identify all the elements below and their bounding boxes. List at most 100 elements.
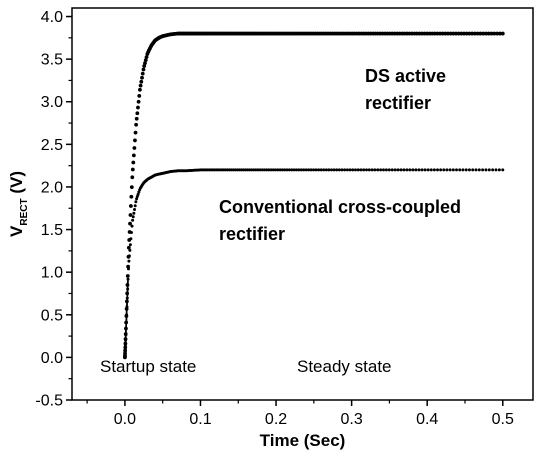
series-1-point xyxy=(423,168,427,172)
series-1-point xyxy=(260,168,264,172)
series-1-point xyxy=(309,168,313,172)
series-0-point xyxy=(486,31,491,36)
series-1-point xyxy=(467,168,471,172)
series-1-point xyxy=(245,168,249,172)
series-0-point xyxy=(498,31,502,36)
series-1-point xyxy=(304,168,308,172)
series-1-point xyxy=(387,168,391,172)
series-1-point xyxy=(267,168,271,172)
series-1-point xyxy=(133,204,137,208)
series-0-point xyxy=(446,31,450,36)
series-0-point xyxy=(440,31,445,36)
series-1-point xyxy=(396,168,400,172)
series-0-point xyxy=(473,31,477,36)
series-0-point xyxy=(462,31,466,36)
series-1-point xyxy=(131,215,135,219)
series-0-point xyxy=(131,153,136,158)
y-axis-title-unit: (V) xyxy=(7,171,26,198)
series-1-point xyxy=(271,168,275,172)
series-1-point xyxy=(367,168,371,172)
series-1-point xyxy=(370,168,374,172)
y-tick-label: 2.5 xyxy=(41,137,63,154)
series-1-point xyxy=(137,190,141,194)
series-1-point xyxy=(128,248,132,252)
series-1-point xyxy=(317,168,321,172)
series-0-point xyxy=(138,87,142,92)
series-1-point xyxy=(136,192,140,196)
series-1-point xyxy=(348,168,352,172)
series-1-point xyxy=(250,168,254,172)
series-1-point xyxy=(292,168,296,172)
series-1-point xyxy=(414,168,418,172)
series-1-point xyxy=(455,168,458,172)
series-1-point xyxy=(335,168,339,172)
series-0-point xyxy=(133,138,137,143)
series-0-point xyxy=(131,160,136,165)
series-0-point xyxy=(130,175,135,180)
series-1-point xyxy=(332,168,336,172)
series-0 xyxy=(123,31,505,360)
series-label-conventional-line2: rectifier xyxy=(219,224,285,244)
series-1-point xyxy=(435,168,439,172)
series-1-point xyxy=(312,168,316,172)
series-1-point xyxy=(302,168,306,172)
y-axis-title-main: V xyxy=(7,225,26,237)
series-0-point xyxy=(459,31,464,36)
y-axis-title-subscript: RECT xyxy=(19,198,30,225)
series-1-point xyxy=(314,168,318,172)
series-0-point xyxy=(125,274,130,278)
series-1-point xyxy=(362,168,366,172)
series-1-point xyxy=(258,168,262,172)
y-tick-label: 3.0 xyxy=(41,94,63,111)
series-1-point xyxy=(464,168,468,172)
y-tick-label: 2.0 xyxy=(41,179,63,196)
series-1-point xyxy=(432,168,436,172)
series-0-point xyxy=(143,58,148,63)
series-0-point xyxy=(500,31,505,36)
series-1-point xyxy=(379,168,383,172)
y-tick-label: -0.5 xyxy=(35,393,63,410)
series-1-point xyxy=(324,168,328,172)
series-1-point xyxy=(130,224,134,228)
series-1-point xyxy=(274,168,278,172)
y-tick-label: 3.5 xyxy=(41,52,63,69)
series-0-point xyxy=(489,31,494,36)
series-1-point xyxy=(276,168,280,172)
series-0-point xyxy=(128,204,133,208)
series-0-point xyxy=(484,31,488,36)
series-0-point xyxy=(136,105,140,110)
series-1-point xyxy=(481,168,485,172)
series-0-point xyxy=(470,31,475,36)
series-1-point xyxy=(126,267,130,271)
series-1-point xyxy=(127,259,131,263)
series-1-point xyxy=(290,168,294,172)
series-1-point xyxy=(448,168,452,172)
series-1-startup-segment xyxy=(124,280,129,358)
series-1-point xyxy=(451,168,455,172)
y-tick-label: 1.5 xyxy=(41,222,63,239)
series-1-point xyxy=(337,168,341,172)
series-1-point xyxy=(297,168,301,172)
series-1-point xyxy=(351,168,355,172)
series-1-point xyxy=(474,168,478,172)
series-0-point xyxy=(140,75,144,80)
series-1-point xyxy=(243,168,247,172)
series-1-point xyxy=(283,168,287,172)
series-label-ds-active-line2: rectifier xyxy=(365,93,431,113)
series-1-point xyxy=(254,168,258,172)
series-0-point xyxy=(448,31,453,36)
series-1-point xyxy=(442,168,446,172)
series-0-point xyxy=(478,31,483,36)
annotation-startup-state: Startup state xyxy=(100,357,196,376)
series-1-point xyxy=(384,168,388,172)
series-1-point xyxy=(353,168,357,172)
series-1-point xyxy=(417,168,421,172)
series-1-point xyxy=(356,168,360,172)
series-1-point xyxy=(295,168,299,172)
series-1-point xyxy=(327,168,331,172)
series-0-point xyxy=(144,55,149,60)
series-0-point xyxy=(495,31,500,36)
series-1-point xyxy=(494,168,498,172)
series-1-point xyxy=(491,168,495,172)
x-tick-label: 0.4 xyxy=(416,411,438,428)
